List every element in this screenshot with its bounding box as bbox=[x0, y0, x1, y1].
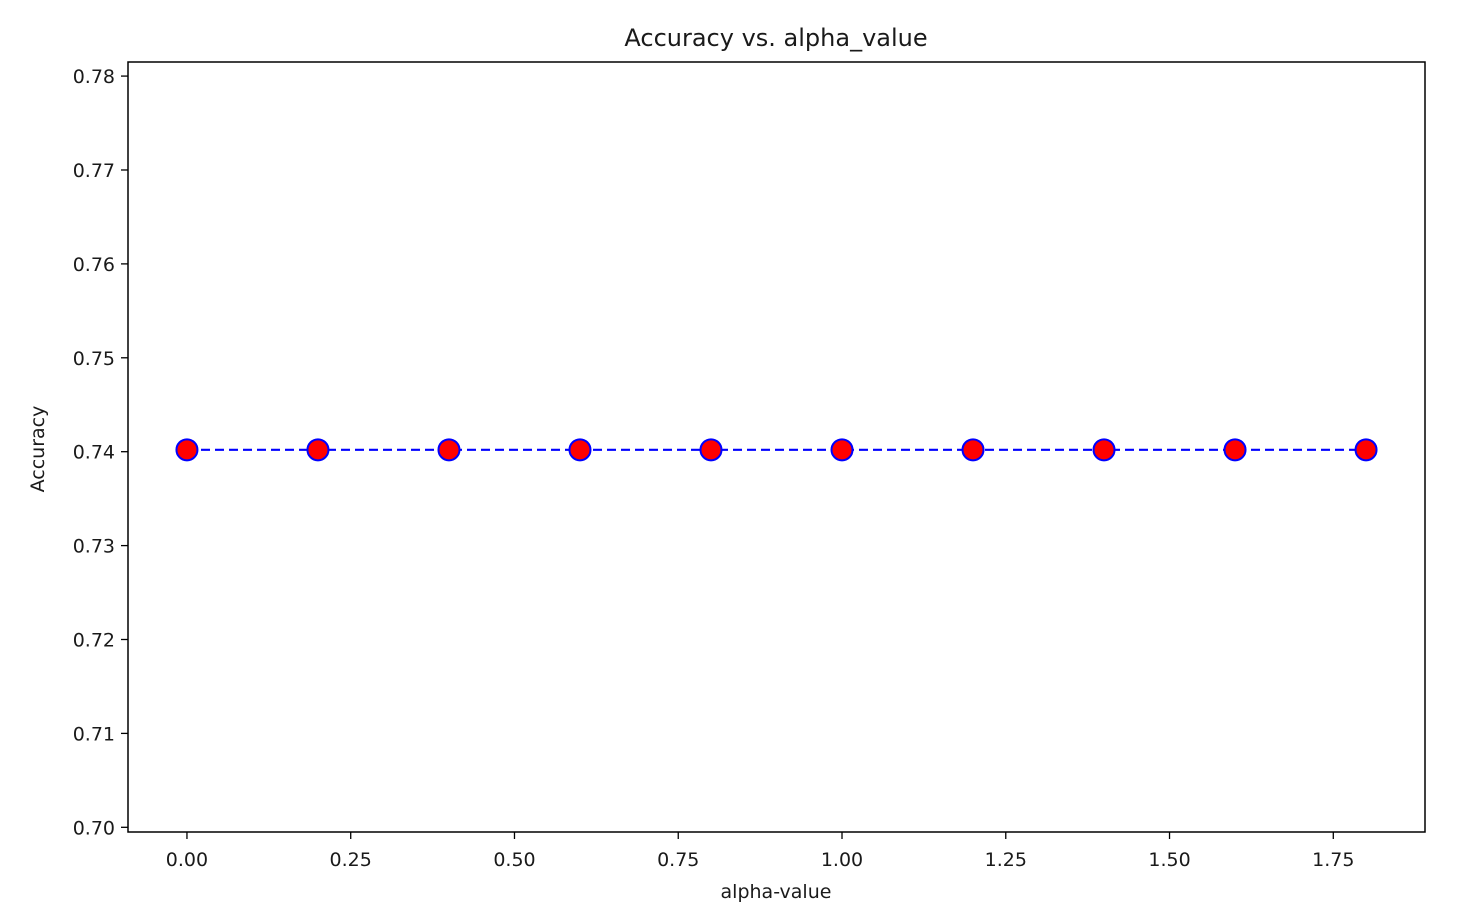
y-tick-label: 0.74 bbox=[73, 442, 115, 464]
y-tick-label: 0.76 bbox=[73, 254, 115, 276]
x-axis-label: alpha-value bbox=[721, 881, 832, 903]
data-point bbox=[699, 438, 723, 462]
x-tick-label: 0.00 bbox=[166, 849, 208, 871]
y-tick-label: 0.72 bbox=[73, 630, 115, 652]
data-point bbox=[437, 438, 461, 462]
x-tick-label: 1.25 bbox=[985, 849, 1027, 871]
y-tick-label: 0.78 bbox=[73, 66, 115, 88]
y-tick-label: 0.70 bbox=[73, 817, 115, 839]
data-point bbox=[1223, 438, 1247, 462]
data-point bbox=[175, 438, 199, 462]
x-tick-label: 0.25 bbox=[330, 849, 372, 871]
data-point bbox=[830, 438, 854, 462]
x-tick-label: 1.75 bbox=[1312, 849, 1354, 871]
y-tick-label: 0.73 bbox=[73, 536, 115, 558]
data-point bbox=[568, 438, 592, 462]
plot-area: 0.00 0.25 0.50 0.75 1.00 1.25 1.50 1.75 0.70 0.71… bbox=[73, 61, 1426, 871]
chart-title: Accuracy vs. alpha_value bbox=[624, 24, 927, 52]
data-point bbox=[1092, 438, 1116, 462]
plot-frame bbox=[127, 61, 1426, 833]
x-tick-label: 0.75 bbox=[657, 849, 699, 871]
x-tick-label: 1.50 bbox=[1148, 849, 1190, 871]
data-point bbox=[961, 438, 985, 462]
y-tick-label: 0.75 bbox=[73, 348, 115, 370]
x-tick-label: 1.00 bbox=[821, 849, 863, 871]
data-point bbox=[1354, 438, 1378, 462]
x-tick-label: 0.50 bbox=[493, 849, 535, 871]
data-point bbox=[306, 438, 330, 462]
y-tick-label: 0.77 bbox=[73, 160, 115, 182]
y-axis-label: Accuracy bbox=[27, 406, 49, 493]
y-tick-label: 0.71 bbox=[73, 723, 115, 745]
